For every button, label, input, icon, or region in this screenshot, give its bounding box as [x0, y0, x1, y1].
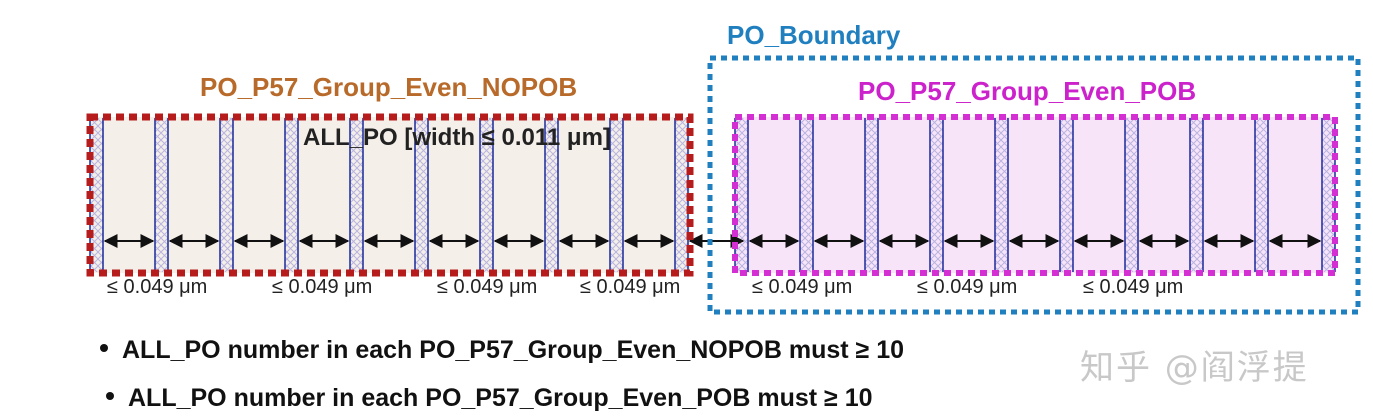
- rule-text: ALL_PO number in each PO_P57_Group_Even_…: [128, 384, 873, 412]
- spacing-label: ≤ 0.049 μm: [107, 276, 208, 298]
- pob-group-box: [732, 114, 1338, 276]
- spacing-label: ≤ 0.049 μm: [1083, 276, 1184, 298]
- pob-group-label: PO_P57_Group_Even_POB: [858, 76, 1197, 106]
- all-po-rule-label: ALL_PO [width ≤ 0.011 μm]: [303, 124, 611, 151]
- rule-text: ALL_PO number in each PO_P57_Group_Even_…: [122, 336, 905, 364]
- po-boundary-label: PO_Boundary: [727, 20, 901, 50]
- nopob-group-box: [86, 113, 694, 277]
- nopob-po-strip: [285, 118, 298, 272]
- nopob-po-strip: [350, 118, 363, 272]
- pob-po-strip: [995, 118, 1008, 272]
- rule-item: ALL_PO number in each PO_P57_Group_Even_…: [106, 384, 873, 413]
- pob-po-strip: [1060, 118, 1073, 272]
- bullet-icon: [106, 392, 114, 401]
- pob-po-strip: [865, 118, 878, 272]
- pob-po-strip: [735, 118, 748, 272]
- nopob-po-strip: [545, 118, 558, 272]
- pob-po-strip: [930, 118, 943, 272]
- rule-item: ALL_PO number in each PO_P57_Group_Even_…: [100, 336, 904, 365]
- spacing-label: ≤ 0.049 μm: [580, 276, 681, 298]
- pob-po-strip: [1190, 118, 1203, 272]
- spacing-label: ≤ 0.049 μm: [917, 276, 1018, 298]
- spacing-label: ≤ 0.049 μm: [272, 276, 373, 298]
- pob-po-strip: [800, 118, 813, 272]
- nopob-group-label: PO_P57_Group_Even_NOPOB: [200, 72, 578, 102]
- pob-po-strip: [1125, 118, 1138, 272]
- nopob-po-strip: [220, 118, 233, 272]
- nopob-po-strip: [155, 118, 168, 272]
- nopob-po-strip: [675, 118, 688, 272]
- pob-fill: [735, 117, 1335, 273]
- pob-po-strip: [1322, 118, 1335, 272]
- watermark: 知乎 @阎浮提: [1080, 348, 1309, 388]
- nopob-po-strip: [610, 118, 623, 272]
- pob-po-strip: [1255, 118, 1268, 272]
- nopob-po-strip: [415, 118, 428, 272]
- nopob-po-strip: [480, 118, 493, 272]
- spacing-label: ≤ 0.049 μm: [752, 276, 853, 298]
- bullet-icon: [100, 344, 108, 353]
- po-boundary-box: [707, 55, 1361, 315]
- spacing-label: ≤ 0.049 μm: [437, 276, 538, 298]
